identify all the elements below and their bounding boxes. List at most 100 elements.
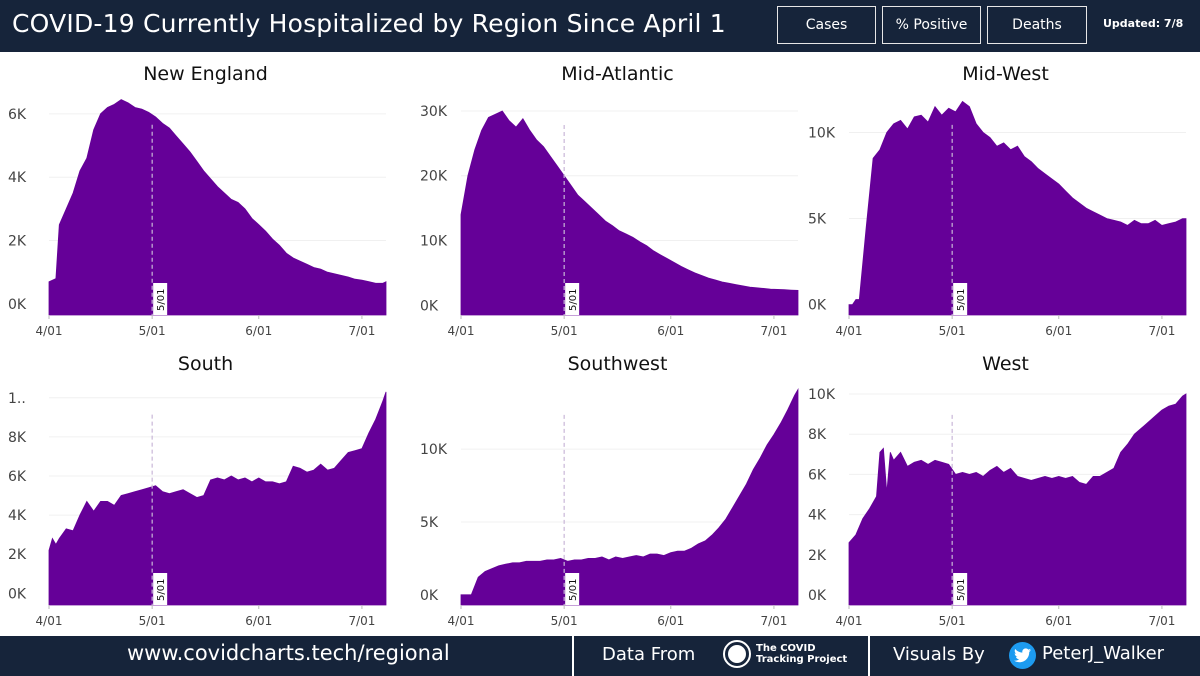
y-tick-label: 0K xyxy=(808,298,827,314)
x-tick-label: 7/01 xyxy=(760,324,787,338)
chart-mid-atlantic: Mid-Atlantic 0K 10K 20K 30K 5/01 4/01 5/01 6/01 7… xyxy=(414,58,809,338)
twitter-bird-icon[interactable] xyxy=(1009,642,1036,669)
site-url-link[interactable]: www.covidcharts.tech/regional xyxy=(127,641,450,665)
y-tick-label: 0K xyxy=(8,297,27,313)
x-tick-label: 6/01 xyxy=(657,324,684,338)
footer-divider xyxy=(868,636,870,676)
date-marker-box xyxy=(565,283,580,315)
x-tick-label: 5/01 xyxy=(139,324,166,338)
area-series[interactable] xyxy=(460,388,799,606)
y-tick-label: 4K xyxy=(8,170,27,186)
x-tick-label: 7/01 xyxy=(348,324,375,338)
y-tick-label: 10K xyxy=(420,442,448,458)
chart-title: Southwest xyxy=(568,353,668,375)
y-tick-label: 2K xyxy=(8,234,27,250)
deaths-button[interactable]: Deaths xyxy=(987,6,1087,44)
date-marker-box xyxy=(953,573,968,605)
y-tick-label: 2K xyxy=(808,548,827,564)
date-marker-label: 5/01 xyxy=(568,579,579,601)
date-marker-box xyxy=(153,573,168,605)
area-series[interactable] xyxy=(848,393,1187,606)
date-marker-box xyxy=(953,283,968,315)
y-tick-label: 10K xyxy=(808,387,836,403)
chart-svg: South 0K 2K 4K 6K 8K 1.. 5/01 4/01 5/01 6/01 7/01 xyxy=(8,353,387,628)
y-tick-label: 0K xyxy=(808,588,827,604)
chart-west: West 0K 2K 4K 6K 8K 10K 5/01 4/01 5/01 6/01 7/01 xyxy=(802,348,1197,628)
x-tick-label: 6/01 xyxy=(245,324,272,338)
chart-title: South xyxy=(178,353,233,375)
y-tick-label: 20K xyxy=(420,169,448,185)
y-tick-label: 6K xyxy=(808,467,827,483)
chart-svg: West 0K 2K 4K 6K 8K 10K 5/01 4/01 5/01 6/01 7/01 xyxy=(808,353,1187,628)
x-tick-label: 7/01 xyxy=(1148,614,1175,628)
chart-southwest: Southwest 0K 5K 10K 5/01 4/01 5/01 6/01 7/01 xyxy=(414,348,809,628)
x-tick-label: 4/01 xyxy=(448,614,475,628)
updated-label: Updated: 7/8 xyxy=(1103,17,1184,30)
y-tick-label: 10K xyxy=(808,125,836,141)
date-marker-label: 5/01 xyxy=(956,579,967,601)
cases-button[interactable]: Cases xyxy=(777,6,876,44)
x-tick-label: 4/01 xyxy=(36,324,63,338)
y-tick-label: 8K xyxy=(8,430,27,446)
x-tick-label: 6/01 xyxy=(245,614,272,628)
percent-positive-button[interactable]: % Positive xyxy=(882,6,981,44)
area-series[interactable] xyxy=(48,391,387,606)
y-tick-label: 30K xyxy=(420,104,448,120)
x-tick-label: 7/01 xyxy=(348,614,375,628)
y-tick-label: 6K xyxy=(8,469,27,485)
covid-tracking-logo-icon xyxy=(723,640,751,668)
x-tick-label: 4/01 xyxy=(836,614,863,628)
visuals-by-label: Visuals By xyxy=(893,644,985,665)
footer-bar: www.covidcharts.tech/regional Data From … xyxy=(0,636,1200,676)
y-tick-label: 5K xyxy=(420,515,439,531)
x-tick-label: 5/01 xyxy=(939,614,966,628)
data-from-label: Data From xyxy=(602,644,696,665)
date-marker-box xyxy=(565,573,580,605)
y-tick-label: 6K xyxy=(8,107,27,123)
y-tick-label: 0K xyxy=(8,586,27,602)
y-tick-label: 1.. xyxy=(8,391,26,407)
y-tick-label: 2K xyxy=(8,547,27,563)
chart-svg: Mid-Atlantic 0K 10K 20K 30K 5/01 4/01 5/01 6/01 7… xyxy=(420,63,799,338)
x-tick-label: 4/01 xyxy=(448,324,475,338)
footer-divider xyxy=(572,636,574,676)
y-tick-label: 10K xyxy=(420,234,448,250)
chart-title: Mid-Atlantic xyxy=(561,63,673,85)
y-tick-label: 5K xyxy=(808,212,827,228)
x-tick-label: 7/01 xyxy=(1148,324,1175,338)
x-tick-label: 5/01 xyxy=(551,324,578,338)
chart-svg: Mid-West 0K 5K 10K 5/01 4/01 5/01 6/01 7/01 xyxy=(808,63,1187,338)
area-series[interactable] xyxy=(848,100,1187,316)
date-marker-box xyxy=(153,283,168,315)
x-tick-label: 4/01 xyxy=(836,324,863,338)
y-tick-label: 4K xyxy=(808,508,827,524)
date-marker-label: 5/01 xyxy=(956,289,967,311)
date-marker-label: 5/01 xyxy=(156,289,167,311)
date-marker-label: 5/01 xyxy=(156,579,167,601)
chart-title: New England xyxy=(143,63,268,85)
area-series[interactable] xyxy=(460,110,799,316)
chart-title: West xyxy=(982,353,1029,375)
x-tick-label: 6/01 xyxy=(657,614,684,628)
x-tick-label: 7/01 xyxy=(760,614,787,628)
x-tick-label: 4/01 xyxy=(36,614,63,628)
header-bar: COVID-19 Currently Hospitalized by Regio… xyxy=(0,0,1200,52)
chart-new-england: New England 0K 2K 4K 6K 5/01 4/01 5/01 6/01 7/01 xyxy=(2,58,397,338)
chart-south: South 0K 2K 4K 6K 8K 1.. 5/01 4/01 5/01 6/01 7/01 xyxy=(2,348,397,628)
page-title: COVID-19 Currently Hospitalized by Regio… xyxy=(12,9,726,38)
covid-tracking-logo-text[interactable]: The COVID Tracking Project xyxy=(756,643,848,665)
twitter-handle-link[interactable]: PeterJ_Walker xyxy=(1042,643,1165,664)
y-tick-label: 4K xyxy=(8,508,27,524)
x-tick-label: 6/01 xyxy=(1045,614,1072,628)
y-tick-label: 8K xyxy=(808,427,827,443)
date-marker-label: 5/01 xyxy=(568,289,579,311)
area-series[interactable] xyxy=(48,99,387,316)
x-tick-label: 5/01 xyxy=(939,324,966,338)
chart-title: Mid-West xyxy=(962,63,1049,85)
y-tick-label: 0K xyxy=(420,298,439,314)
x-tick-label: 6/01 xyxy=(1045,324,1072,338)
chart-svg: Southwest 0K 5K 10K 5/01 4/01 5/01 6/01 7/01 xyxy=(420,353,799,628)
x-tick-label: 5/01 xyxy=(139,614,166,628)
chart-svg: New England 0K 2K 4K 6K 5/01 4/01 5/01 6/01 7/01 xyxy=(8,63,387,338)
x-tick-label: 5/01 xyxy=(551,614,578,628)
